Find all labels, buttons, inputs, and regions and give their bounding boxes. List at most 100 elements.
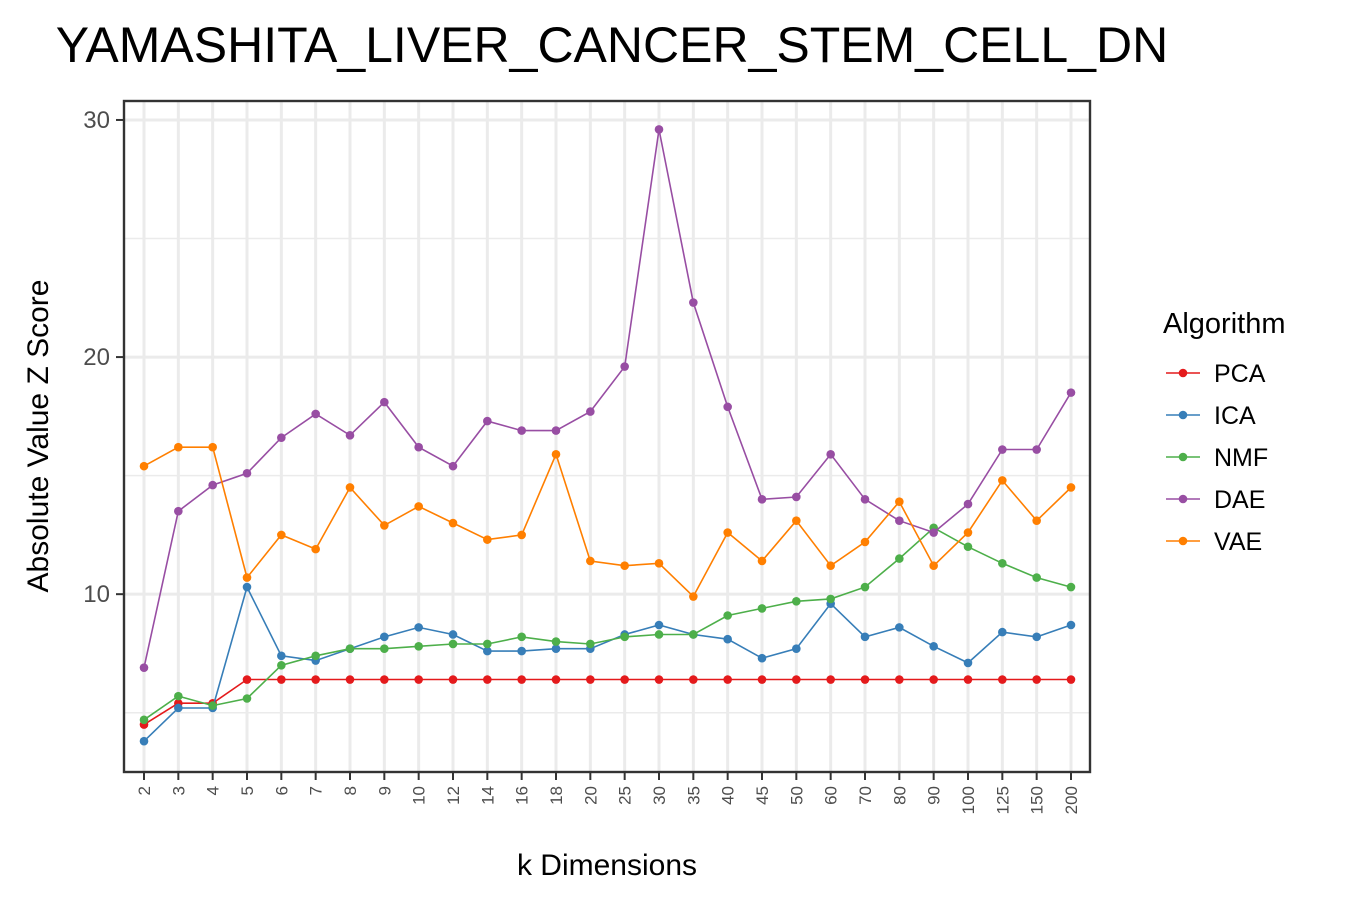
data-point-pca: [792, 675, 801, 684]
data-point-vae: [757, 556, 767, 566]
data-point-pca: [929, 675, 938, 684]
x-tick-label: 150: [1028, 786, 1047, 814]
legend: Algorithm PCA ICA NMF DAE VAE: [1163, 308, 1286, 556]
data-point-pca: [654, 675, 664, 684]
data-point-dae: [963, 499, 973, 509]
chart-title: YAMASHITA_LIVER_CANCER_STEM_CELL_DN: [56, 17, 1168, 73]
data-point-pca: [1032, 675, 1041, 684]
legend-label: ICA: [1214, 402, 1256, 430]
x-tick-label: 20: [581, 786, 600, 805]
data-point-ica: [174, 703, 183, 713]
legend-key-point: [1178, 452, 1188, 462]
plot-panel-border: [122, 99, 1092, 774]
grid: [124, 101, 1090, 772]
data-point-nmf: [483, 639, 492, 649]
data-point-ica: [517, 646, 526, 656]
legend-title: Algorithm: [1163, 308, 1286, 340]
legend-key-point: [1178, 410, 1188, 420]
data-point-vae: [208, 442, 217, 452]
data-point-vae: [895, 497, 904, 507]
data-point-dae: [448, 461, 458, 471]
x-tick-label: 30: [650, 786, 669, 805]
y-tick-label: 20: [83, 344, 110, 371]
data-point-dae: [414, 442, 423, 452]
data-point-pca: [860, 675, 870, 684]
data-point-vae: [620, 561, 629, 571]
x-tick-label: 90: [925, 786, 944, 805]
data-point-dae: [174, 506, 183, 516]
data-point-dae: [277, 433, 286, 442]
data-point-nmf: [792, 596, 801, 606]
data-point-dae: [860, 495, 870, 504]
data-point-nmf: [242, 694, 252, 703]
series-line-vae: [143, 446, 1072, 598]
data-point-nmf: [345, 644, 355, 654]
legend-label: PCA: [1214, 360, 1266, 388]
data-point-pca: [277, 675, 286, 684]
data-point-nmf: [311, 651, 320, 661]
data-point-vae: [723, 528, 732, 537]
data-point-dae: [208, 480, 217, 490]
data-point-dae: [654, 125, 664, 134]
data-point-dae: [345, 431, 355, 440]
data-point-nmf: [1032, 573, 1041, 582]
data-point-nmf: [723, 611, 732, 620]
x-tick-label: 45: [753, 786, 772, 805]
series-line-dae: [143, 129, 1072, 668]
y-tick-label: 10: [83, 581, 110, 608]
data-point-vae: [998, 476, 1007, 485]
data-point-pca: [689, 675, 698, 684]
data-point-vae: [242, 573, 252, 582]
data-point-ica: [380, 632, 389, 642]
data-point-vae: [277, 530, 286, 540]
series-line-nmf: [143, 526, 1072, 721]
data-point-vae: [345, 483, 355, 492]
x-tick-label: 60: [822, 786, 841, 805]
data-point-vae: [139, 461, 149, 471]
data-point-nmf: [277, 661, 286, 670]
legend-item-nmf: NMF: [1166, 444, 1268, 472]
data-point-pca: [380, 675, 389, 684]
x-tick-label: 10: [410, 786, 429, 805]
data-point-nmf: [654, 630, 664, 639]
data-point-ica: [792, 644, 801, 654]
series-line-pca: [143, 678, 1071, 726]
legend-label: VAE: [1214, 528, 1262, 556]
data-point-ica: [895, 623, 904, 632]
data-point-vae: [483, 535, 492, 544]
data-point-vae: [448, 518, 458, 528]
data-point-nmf: [1066, 582, 1076, 592]
data-point-vae: [654, 559, 664, 568]
data-point-pca: [311, 675, 320, 684]
x-tick-label: 3: [169, 786, 188, 795]
data-point-dae: [1032, 445, 1041, 454]
y-axis-title: Absolute Value Z Score: [22, 280, 55, 593]
legend-item-vae: VAE: [1166, 528, 1262, 556]
data-point-nmf: [448, 639, 458, 649]
data-point-nmf: [895, 554, 904, 563]
x-tick-label: 25: [616, 786, 635, 805]
data-point-vae: [517, 530, 526, 540]
x-tick-label: 200: [1062, 786, 1081, 814]
data-point-nmf: [757, 604, 767, 613]
legend-item-dae: DAE: [1166, 486, 1265, 514]
data-point-vae: [1066, 483, 1076, 492]
data-point-pca: [998, 675, 1007, 684]
data-point-ica: [1032, 632, 1041, 642]
data-point-ica: [139, 736, 149, 746]
series-layer: [139, 125, 1076, 746]
data-point-dae: [380, 397, 389, 407]
data-point-pca: [963, 675, 973, 684]
data-point-ica: [242, 582, 252, 592]
legend-label: NMF: [1214, 444, 1268, 472]
x-tick-label: 6: [272, 786, 291, 795]
data-point-ica: [998, 627, 1007, 637]
x-tick-label: 12: [444, 786, 463, 805]
legend-item-ica: ICA: [1166, 402, 1256, 430]
data-point-pca: [620, 675, 629, 684]
data-point-pca: [483, 675, 492, 684]
data-point-nmf: [963, 542, 973, 552]
data-point-dae: [998, 445, 1007, 454]
data-point-vae: [792, 516, 801, 525]
